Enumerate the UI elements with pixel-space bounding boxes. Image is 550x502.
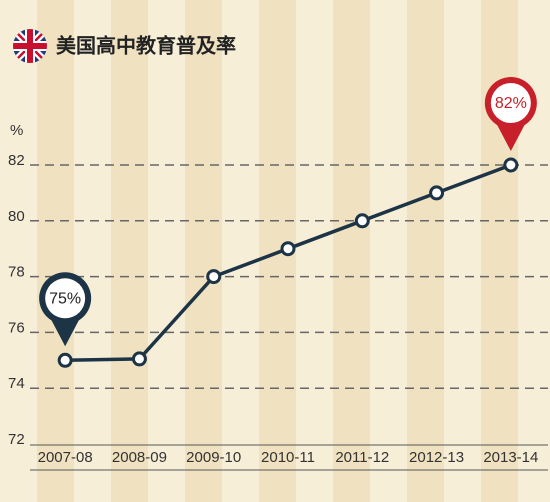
y-tick-label: 76 xyxy=(8,319,25,336)
point xyxy=(280,241,296,257)
point xyxy=(57,352,73,368)
pin xyxy=(45,278,86,319)
x-tick-label: 2012-13 xyxy=(409,449,464,466)
chart-title: 美国高中教育普及率 xyxy=(56,33,236,57)
pin xyxy=(490,83,531,123)
y-axis-label: % xyxy=(10,122,23,139)
x-tick-label: 2008-09 xyxy=(112,449,167,466)
x-tick-label: 2007-08 xyxy=(38,449,93,466)
y-tick-label: 74 xyxy=(8,375,25,392)
y-tick-label: 82 xyxy=(8,152,25,169)
x-tick-label: 2013-14 xyxy=(483,449,538,466)
data-label: 75% xyxy=(49,291,81,308)
x-tick-label: 2009-10 xyxy=(186,449,241,466)
data-label: 82% xyxy=(495,95,527,112)
y-tick-label: 72 xyxy=(8,431,25,448)
point xyxy=(206,269,222,285)
point xyxy=(429,185,445,201)
x-tick-label: 2011-12 xyxy=(335,449,389,466)
x-tick-label: 2010-11 xyxy=(261,449,315,466)
point xyxy=(131,351,147,367)
y-tick-label: 78 xyxy=(8,264,25,281)
point xyxy=(503,157,519,173)
point xyxy=(354,213,370,229)
y-tick-label: 80 xyxy=(8,208,25,225)
